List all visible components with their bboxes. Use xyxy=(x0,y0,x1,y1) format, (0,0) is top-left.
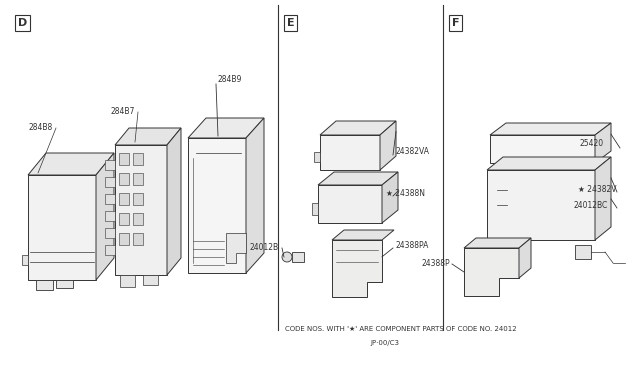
Polygon shape xyxy=(318,185,382,223)
Polygon shape xyxy=(188,118,264,138)
Text: 24382VA: 24382VA xyxy=(395,148,429,157)
Polygon shape xyxy=(188,138,246,273)
Polygon shape xyxy=(487,170,595,240)
Polygon shape xyxy=(595,157,611,240)
Polygon shape xyxy=(332,240,382,297)
Polygon shape xyxy=(105,211,115,221)
Polygon shape xyxy=(96,153,114,280)
Polygon shape xyxy=(226,233,246,263)
Text: 284B7: 284B7 xyxy=(111,108,135,116)
Polygon shape xyxy=(36,280,53,290)
Polygon shape xyxy=(120,275,135,287)
Polygon shape xyxy=(314,152,320,162)
Polygon shape xyxy=(246,118,264,273)
Text: 24388PA: 24388PA xyxy=(395,241,428,250)
Text: 284B8: 284B8 xyxy=(29,124,53,132)
Text: JP·00/C3: JP·00/C3 xyxy=(370,340,399,346)
Polygon shape xyxy=(487,157,611,170)
Text: ★ 24388N: ★ 24388N xyxy=(386,189,425,198)
Polygon shape xyxy=(28,175,96,280)
Polygon shape xyxy=(119,173,129,185)
Polygon shape xyxy=(312,203,318,215)
Polygon shape xyxy=(320,121,396,135)
Polygon shape xyxy=(575,245,591,259)
Polygon shape xyxy=(318,172,398,185)
Polygon shape xyxy=(56,280,73,288)
Polygon shape xyxy=(105,245,115,255)
Polygon shape xyxy=(119,213,129,225)
Polygon shape xyxy=(22,255,28,265)
Polygon shape xyxy=(464,238,531,248)
Text: 24388P: 24388P xyxy=(421,260,450,269)
Polygon shape xyxy=(143,275,158,285)
Polygon shape xyxy=(133,233,143,245)
Polygon shape xyxy=(28,153,114,175)
Text: 25420: 25420 xyxy=(580,140,604,148)
Polygon shape xyxy=(490,135,595,163)
Text: D: D xyxy=(18,18,28,28)
Polygon shape xyxy=(119,233,129,245)
Polygon shape xyxy=(332,230,394,240)
Text: F: F xyxy=(452,18,460,28)
Text: ★ 24382V: ★ 24382V xyxy=(578,185,616,193)
Circle shape xyxy=(282,252,292,262)
Polygon shape xyxy=(382,172,398,223)
Polygon shape xyxy=(292,252,304,262)
Polygon shape xyxy=(105,194,115,204)
Polygon shape xyxy=(490,123,611,135)
Polygon shape xyxy=(115,128,181,145)
Polygon shape xyxy=(115,145,167,275)
Polygon shape xyxy=(119,153,129,165)
Polygon shape xyxy=(380,121,396,170)
Polygon shape xyxy=(105,160,115,170)
Polygon shape xyxy=(595,123,611,163)
Polygon shape xyxy=(464,248,519,296)
Polygon shape xyxy=(133,193,143,205)
Polygon shape xyxy=(119,193,129,205)
Polygon shape xyxy=(133,153,143,165)
Text: CODE NOS. WITH '★' ARE COMPONENT PARTS OF CODE NO. 24012: CODE NOS. WITH '★' ARE COMPONENT PARTS O… xyxy=(285,326,516,332)
Polygon shape xyxy=(519,238,531,278)
Polygon shape xyxy=(320,135,380,170)
Polygon shape xyxy=(167,128,181,275)
Text: 284B9: 284B9 xyxy=(218,76,243,84)
Polygon shape xyxy=(105,177,115,187)
Polygon shape xyxy=(133,173,143,185)
Text: 24012B: 24012B xyxy=(250,244,279,253)
Polygon shape xyxy=(105,228,115,238)
Polygon shape xyxy=(133,213,143,225)
Text: E: E xyxy=(287,18,294,28)
Text: 24012BC: 24012BC xyxy=(574,201,608,209)
